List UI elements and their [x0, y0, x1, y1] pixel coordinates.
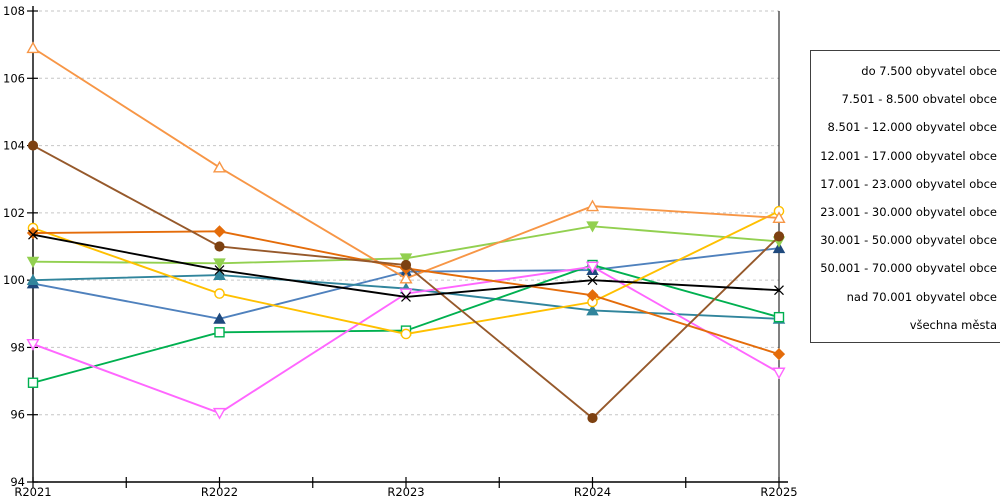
triangle-up-marker — [213, 312, 226, 324]
circle-marker — [400, 328, 412, 340]
y-tick-label: 104 — [3, 139, 25, 153]
triangle-up-marker — [26, 41, 40, 54]
triangle-down-marker — [586, 221, 599, 233]
circle-marker — [214, 241, 225, 252]
triangle-down-marker — [399, 253, 413, 265]
circle-marker — [400, 259, 412, 271]
triangle-down-marker — [772, 367, 786, 380]
x-tick-label: R2023 — [387, 485, 424, 499]
circle-marker — [773, 231, 785, 242]
triangle-up-marker — [772, 241, 786, 254]
diamond-marker — [586, 289, 599, 302]
circle-marker — [214, 288, 225, 299]
y-tick-label: 108 — [3, 4, 25, 18]
circle-marker — [587, 412, 598, 424]
x-tick-label: R2021 — [14, 485, 51, 499]
triangle-up-marker — [399, 271, 413, 284]
x-marker — [28, 229, 38, 240]
triangle-up-marker — [212, 160, 227, 173]
legend-item: 8.501 - 12.000 obyvatel obce — [827, 120, 997, 135]
series-line — [32, 47, 780, 280]
y-tick-label: 96 — [10, 408, 25, 422]
triangle-down-marker — [585, 261, 600, 274]
triangle-down-marker — [213, 258, 226, 270]
diamond-marker — [213, 225, 226, 238]
x-marker — [587, 275, 598, 286]
legend-item: 7.501 - 8.500 obvatel obce — [841, 92, 997, 107]
x-tick-label: R2024 — [574, 485, 611, 499]
legend-item: 30.001 - 50.000 obyvatel obce — [820, 233, 997, 248]
legend-item: 17.001 - 23.000 obyvatel obce — [820, 176, 997, 191]
square-marker — [27, 377, 39, 388]
triangle-up-marker — [26, 273, 40, 286]
y-tick-label: 100 — [3, 273, 25, 287]
diamond-marker — [772, 348, 786, 361]
square-marker — [773, 311, 785, 323]
y-tick-label: 106 — [3, 71, 25, 85]
legend-item: všechna města — [909, 317, 997, 332]
x-tick-label: R2025 — [760, 485, 797, 499]
x-marker — [214, 265, 225, 275]
legend-item: 23.001 - 30.000 obyvatel obce — [820, 204, 997, 219]
legend-item: 50.001 - 70.000 obyvatel obce — [820, 261, 997, 276]
legend: do 7.500 obyvatel obce 7.501 - 8.500 obva… — [810, 50, 1000, 343]
triangle-up-marker — [772, 211, 786, 224]
x-tick-label: R2022 — [201, 485, 238, 499]
y-tick-label: 102 — [3, 206, 25, 220]
triangle-down-marker — [26, 338, 40, 351]
y-tick-label: 94 — [10, 475, 25, 489]
legend-item: 12.001 - 17.000 obyvatel obce — [820, 148, 997, 163]
x-marker — [401, 292, 411, 302]
y-tick-label: 98 — [10, 340, 25, 354]
triangle-up-marker — [586, 304, 599, 316]
triangle-up-marker — [213, 268, 226, 280]
legend-item: nad 70.001 obyvatel obce — [846, 289, 997, 304]
triangle-down-marker — [26, 256, 40, 268]
legend-item: do 7.500 obyvatel obce — [861, 64, 997, 78]
triangle-up-marker — [585, 199, 600, 212]
square-marker — [214, 327, 225, 338]
x-marker — [774, 285, 784, 296]
circle-marker — [27, 140, 39, 151]
triangle-down-marker — [212, 407, 227, 420]
